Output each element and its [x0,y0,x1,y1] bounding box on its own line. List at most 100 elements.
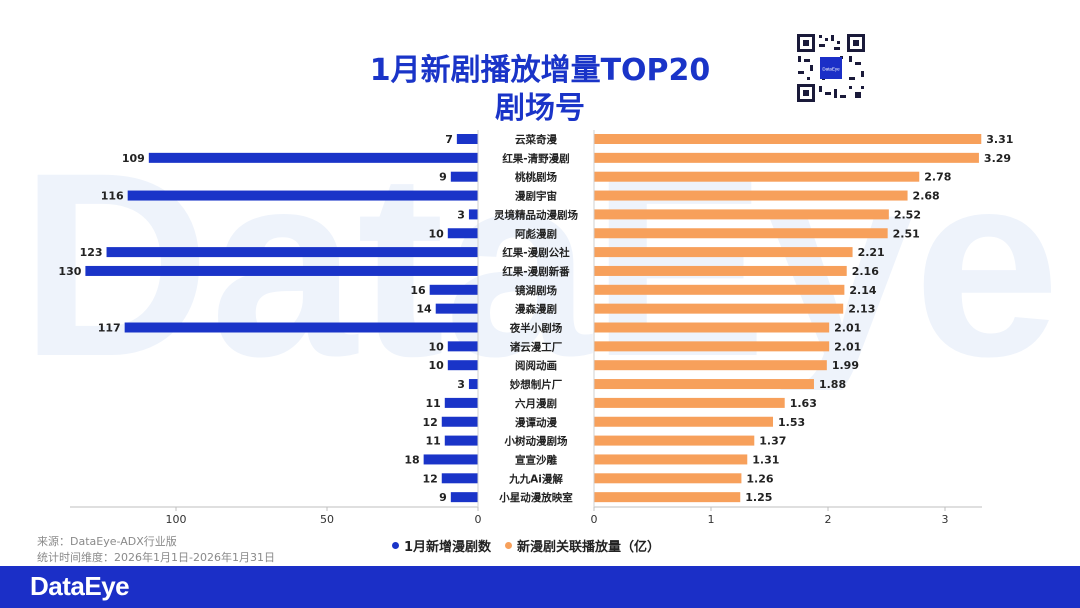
left-data-label: 9 [439,491,447,504]
left-bar [148,152,478,163]
right-data-label: 2.16 [852,265,879,278]
qr-code: DataEye [795,32,867,104]
right-bar [594,397,785,408]
category-label: 夜半小剧场 [509,322,563,335]
left-bar [468,379,478,390]
left-tick-label: 50 [320,513,334,526]
category-label: 镜湖剧场 [515,284,557,297]
right-data-label: 1.31 [752,453,779,466]
footer-logo: DataEye [30,571,130,601]
category-label: 诸云漫工厂 [510,340,563,353]
right-bar [594,454,748,465]
category-label: 红果-清野漫剧 [502,152,569,165]
left-data-label: 130 [58,265,81,278]
left-bar [429,284,478,295]
title-line-2: 剧场号 [495,91,585,126]
left-bar [450,171,478,182]
legend-label-right: 新漫剧关联播放量（亿） [517,539,661,555]
left-bar [447,360,478,371]
right-bar [594,134,982,144]
right-data-label: 1.88 [819,378,846,391]
left-bar [127,190,479,201]
left-data-label: 10 [428,340,444,353]
right-data-label: 3.29 [984,152,1011,165]
right-data-label: 2.14 [849,284,876,297]
right-tick-label: 2 [825,513,832,526]
category-label: 六月漫剧 [515,397,557,410]
left-bar [444,435,478,446]
right-bar [594,473,742,484]
right-bar [594,416,774,427]
right-data-label: 1.25 [745,491,772,504]
right-bar [594,152,979,163]
legend-item-left: 1月新增漫剧数 [392,536,491,555]
left-data-label: 10 [428,227,444,240]
left-data-label: 12 [422,472,437,485]
footer-bar [0,566,1080,608]
right-bar [594,435,755,446]
left-data-label: 117 [98,322,121,335]
right-data-label: 2.01 [834,322,861,335]
source-line-1: 来源：DataEye-ADX行业版 [37,535,177,548]
right-data-label: 2.51 [893,227,920,240]
right-data-label: 1.99 [832,359,859,372]
right-bar [594,171,920,182]
left-data-label: 123 [80,246,103,259]
right-bar [594,209,889,220]
left-data-label: 3 [457,378,465,391]
category-label: 阅阅动画 [515,359,557,372]
right-data-label: 3.31 [986,133,1013,146]
category-label: 阿彪漫剧 [515,227,557,240]
category-label: 云菜奇漫 [515,133,557,146]
right-bar [594,284,845,295]
left-bar [468,209,478,220]
category-label: 红果-漫剧新番 [502,265,570,278]
left-data-label: 11 [425,397,440,410]
left-data-label: 14 [416,303,432,316]
category-label: 红果-漫剧公社 [502,246,570,259]
left-tick-label: 100 [166,513,187,526]
left-bar [85,265,479,276]
left-bar [441,473,478,484]
left-data-label: 9 [439,171,447,184]
right-bar [594,360,827,371]
left-bar [456,134,478,144]
right-bar [594,492,741,503]
left-bar [423,454,478,465]
category-label: 小树动漫剧场 [504,435,568,448]
legend-dot-right [505,541,513,549]
category-label: 漫剧宇宙 [515,190,557,203]
left-data-label: 10 [428,359,444,372]
left-bar [447,341,478,352]
left-tick-label: 0 [475,513,482,526]
right-tick-label: 0 [591,513,598,526]
category-label: 灵境精品动漫剧场 [493,208,578,221]
legend-item-right: 新漫剧关联播放量（亿） [505,536,660,555]
category-label: 漫森漫剧 [515,303,557,316]
left-bar [124,322,478,333]
right-bar [594,379,814,390]
right-data-label: 1.37 [759,435,786,448]
right-bar [594,303,844,314]
legend: 1月新增漫剧数 新漫剧关联播放量（亿） [392,535,692,555]
left-data-label: 3 [457,208,465,221]
left-bar [441,416,478,427]
category-label: 漫谭动漫 [515,416,557,429]
left-data-label: 12 [422,416,437,429]
left-data-label: 109 [122,152,145,165]
source-note: 来源：DataEye-ADX行业版 统计时间维度：2026年1月1日-2026年… [37,534,275,566]
left-bar [444,397,478,408]
right-data-label: 2.68 [913,190,940,203]
legend-dot-left [392,541,399,549]
category-label: 宣宣沙雕 [515,453,557,466]
right-bar [594,190,908,201]
chart-title: 1月新剧播放增量TOP20 剧场号 [290,52,790,128]
title-line-1: 1月新剧播放增量TOP20 [369,53,711,88]
right-data-label: 2.13 [848,303,875,316]
right-bar [594,265,847,276]
right-data-label: 1.26 [746,472,773,485]
category-label: 小星动漫放映室 [498,491,573,504]
left-data-label: 16 [410,284,426,297]
left-data-label: 7 [445,133,453,146]
